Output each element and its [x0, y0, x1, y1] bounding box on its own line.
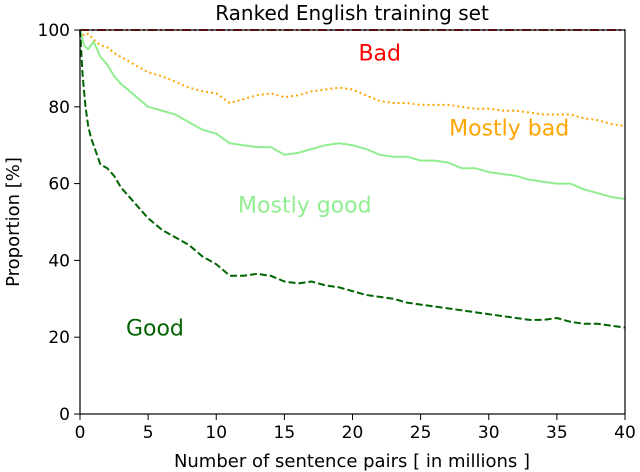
y-tick-label: 60 — [48, 175, 70, 195]
y-axis-ticks: 0 20 40 60 80 100 — [38, 21, 80, 425]
y-tick-label: 40 — [48, 251, 70, 271]
x-tick-label: 30 — [478, 423, 500, 443]
x-tick-label: 25 — [410, 423, 432, 443]
x-tick-label: 35 — [546, 423, 568, 443]
series-line-mostly-good — [79, 29, 626, 200]
x-tick-label: 0 — [75, 423, 86, 443]
x-axis-label: Number of sentence pairs [ in millions ] — [174, 451, 530, 472]
x-tick-label: 15 — [274, 423, 296, 443]
chart-title: Ranked English training set — [215, 1, 489, 25]
series-line-good — [79, 29, 626, 329]
y-tick-label: 20 — [48, 328, 70, 348]
y-tick-label: 100 — [38, 21, 70, 41]
y-tick-label: 80 — [48, 98, 70, 118]
annotation-good: Good — [126, 316, 184, 341]
x-tick-label: 5 — [143, 423, 154, 443]
x-tick-label: 40 — [614, 423, 636, 443]
x-tick-label: 10 — [205, 423, 227, 443]
annotation-mostly-good: Mostly good — [238, 193, 372, 218]
plot-frame — [79, 29, 626, 415]
y-tick-label: 0 — [59, 405, 70, 425]
annotation-bad: Bad — [358, 42, 401, 67]
y-axis-label: Proportion [%] — [3, 157, 24, 287]
series-layer — [79, 29, 626, 329]
x-tick-label: 20 — [342, 423, 364, 443]
annotation-layer: Bad Mostly bad Mostly good Good — [126, 42, 569, 342]
annotation-mostly-bad: Mostly bad — [449, 117, 569, 142]
x-axis-ticks: 0 5 10 15 20 25 30 35 40 — [75, 414, 636, 443]
